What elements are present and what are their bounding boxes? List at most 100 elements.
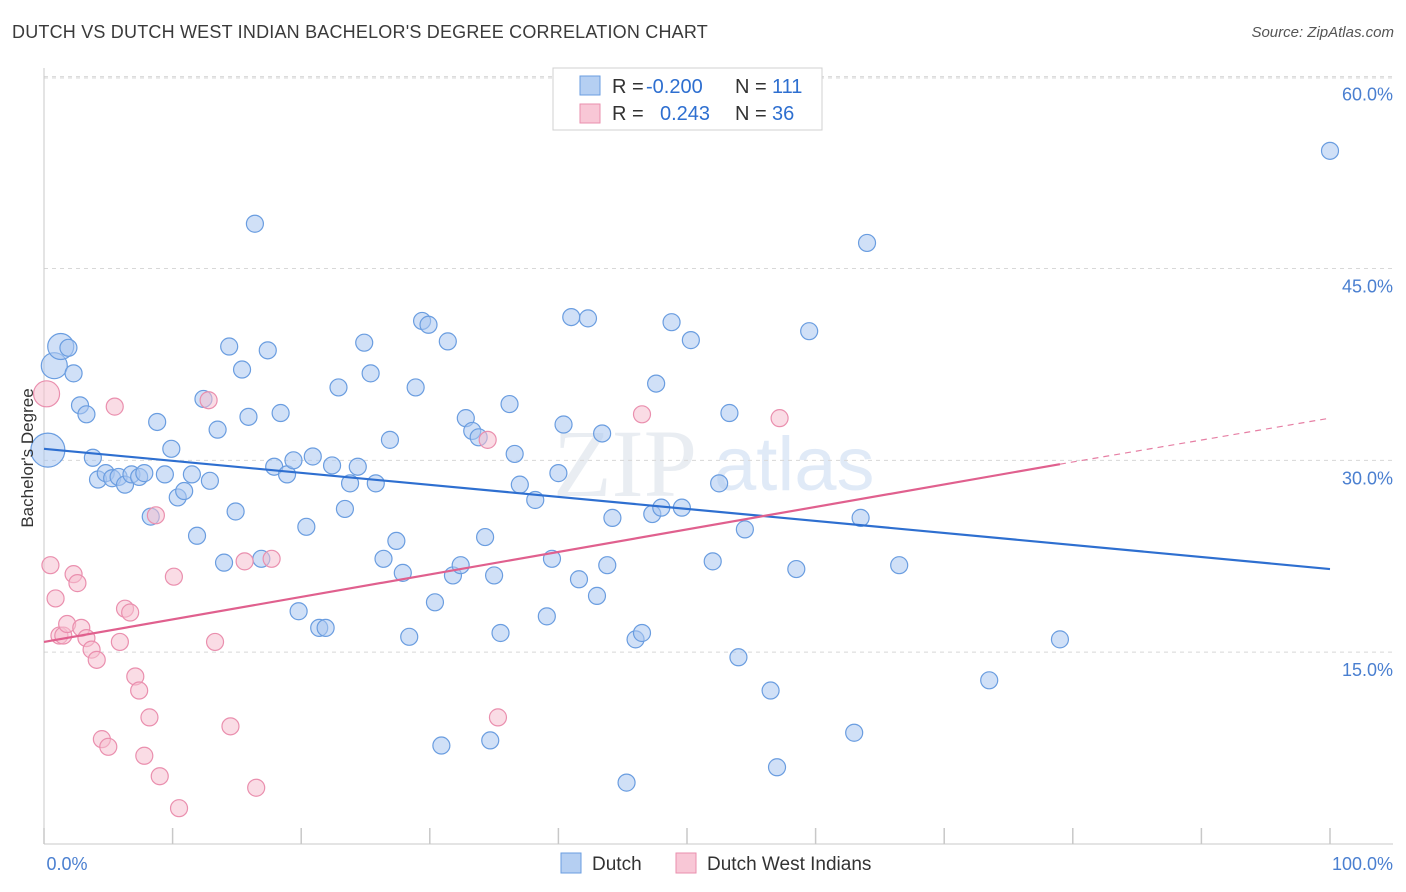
dwi-point	[632, 405, 652, 424]
legend-n-value-1: 111	[772, 76, 802, 98]
legend-n-label-1: N =	[735, 76, 767, 98]
dwi-point	[105, 397, 124, 416]
dwi-point	[87, 650, 106, 669]
dwi-point	[199, 391, 218, 410]
legend-n-label-2: N =	[735, 103, 767, 125]
dutch-point	[729, 648, 748, 667]
dutch-point	[537, 607, 556, 626]
dutch-point	[232, 360, 252, 379]
dwi-point	[135, 746, 154, 765]
dutch-point	[510, 475, 529, 494]
series-legend: Dutch Dutch West Indians	[560, 852, 871, 875]
dutch-point	[361, 364, 380, 383]
dutch-point	[857, 233, 877, 253]
dwi-point	[164, 567, 183, 586]
correlation-legend: R = -0.200 N = 111 R = 0.243 N = 36	[552, 67, 823, 131]
dwi-point	[121, 603, 140, 622]
dutch-point	[200, 471, 219, 490]
dutch-point	[406, 378, 425, 397]
dutch-point	[374, 549, 393, 568]
dutch-point	[258, 341, 277, 360]
dutch-point	[419, 315, 438, 334]
dutch-point	[647, 374, 666, 393]
dutch-point	[632, 623, 652, 643]
watermark-zip: ZIP	[553, 410, 697, 517]
dutch-point	[366, 474, 385, 493]
dutch-point	[578, 309, 598, 328]
dutch-point	[59, 338, 78, 357]
dutch-point	[681, 331, 700, 350]
dutch-point	[500, 394, 519, 414]
dutch-point	[322, 456, 342, 475]
dwi-trend-line	[43, 463, 1061, 644]
dutch-point	[491, 623, 510, 643]
dutch-point	[569, 570, 589, 589]
dutch-point	[603, 508, 622, 527]
dutch-point	[617, 773, 636, 792]
legend-n-value-2: 36	[772, 103, 794, 125]
bottom-legend-swatch-dwi	[675, 852, 697, 874]
dutch-point	[554, 415, 573, 434]
dwi-point	[110, 632, 129, 652]
dwi-point	[140, 708, 159, 727]
dutch-point	[662, 313, 681, 332]
trend-lines	[43, 417, 1331, 644]
dutch-point	[348, 457, 367, 476]
dwi-trend-extension	[1059, 417, 1331, 465]
dutch-point	[316, 618, 335, 637]
dutch-point	[182, 465, 201, 484]
dwi-point	[68, 574, 87, 593]
dutch-point	[481, 731, 500, 750]
y-tick-label: 60.0%	[1342, 85, 1393, 105]
dutch-point	[226, 502, 245, 521]
dutch-point	[1050, 630, 1070, 649]
dwi-point	[235, 552, 254, 571]
dutch-point	[284, 451, 303, 470]
dutch-point	[208, 420, 227, 439]
chart-title: DUTCH VS DUTCH WEST INDIAN BACHELOR'S DE…	[12, 22, 708, 42]
dutch-point	[271, 403, 290, 423]
dutch-point	[720, 403, 739, 423]
source-note: Source: ZipAtlas.com	[1251, 24, 1394, 41]
dutch-point	[387, 531, 406, 551]
dwi-point	[130, 681, 149, 700]
dutch-point	[475, 527, 495, 547]
dwi-point	[221, 717, 240, 736]
dutch-point	[155, 465, 174, 484]
dwi-point	[46, 589, 65, 608]
dutch-point	[710, 474, 729, 493]
dutch-point	[220, 337, 239, 356]
dutch-point	[767, 758, 787, 777]
dutch-point	[505, 444, 524, 464]
dutch-point	[393, 563, 412, 582]
legend-r-value-1: -0.200	[646, 76, 703, 98]
dutch-point	[598, 556, 617, 575]
dutch-point	[735, 520, 754, 539]
watermark-atlas: atlas	[714, 422, 875, 507]
legend-swatch-dutch	[579, 75, 601, 96]
dutch-point	[438, 332, 457, 351]
dwi-point	[146, 506, 165, 525]
dutch-point	[340, 474, 360, 493]
dutch-point	[761, 681, 780, 700]
dutch-point	[851, 508, 870, 527]
y-tick-label: 15.0%	[1342, 660, 1393, 680]
dwi-point	[32, 380, 61, 408]
y-axis-label: Bachelor's Degree	[18, 388, 37, 527]
dwi-point	[150, 767, 169, 786]
dutch-point	[593, 424, 612, 443]
x-tick-label: 100.0%	[1332, 854, 1393, 874]
dwi-point	[99, 737, 118, 756]
dutch-point	[187, 526, 207, 545]
dwi-point	[262, 549, 281, 568]
dutch-point	[380, 430, 400, 449]
dutch-point	[245, 214, 265, 233]
dutch-point	[148, 412, 167, 432]
dutch-point	[162, 439, 181, 458]
dutch-point	[303, 447, 322, 466]
dutch-point	[587, 586, 607, 605]
data-points	[30, 141, 1340, 818]
dutch-point	[800, 322, 819, 341]
dwi-point	[205, 632, 225, 652]
